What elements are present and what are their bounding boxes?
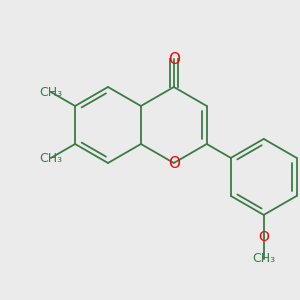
Text: O: O [168,155,180,170]
Text: O: O [258,230,269,244]
Text: CH₃: CH₃ [39,85,62,98]
Text: CH₃: CH₃ [39,152,62,164]
Text: O: O [168,52,180,67]
Text: CH₃: CH₃ [252,252,275,266]
